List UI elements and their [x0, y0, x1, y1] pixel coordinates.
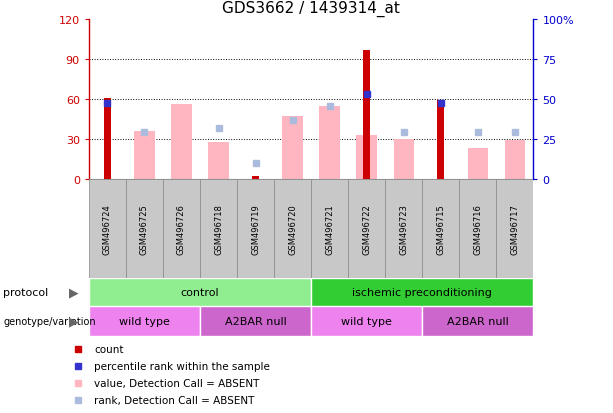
Bar: [385, 180, 422, 279]
Bar: [200, 180, 237, 279]
Text: ischemic preconditioning: ischemic preconditioning: [352, 287, 492, 298]
Text: A2BAR null: A2BAR null: [225, 316, 286, 327]
Bar: [89, 180, 126, 279]
Bar: [364, 50, 370, 180]
Bar: [126, 180, 163, 279]
Text: rank, Detection Call = ABSENT: rank, Detection Call = ABSENT: [94, 395, 255, 405]
Text: protocol: protocol: [3, 287, 48, 298]
Bar: [89, 306, 200, 337]
Bar: [422, 180, 459, 279]
Text: ▶: ▶: [69, 286, 78, 299]
Bar: [394, 140, 414, 180]
Text: GSM496719: GSM496719: [251, 204, 260, 254]
Text: ▶: ▶: [69, 315, 78, 328]
Text: GSM496717: GSM496717: [510, 204, 519, 254]
Bar: [208, 142, 229, 180]
Text: GSM496723: GSM496723: [399, 204, 408, 254]
Bar: [357, 136, 377, 180]
Bar: [283, 117, 303, 180]
Bar: [311, 279, 533, 306]
Bar: [468, 149, 488, 180]
Bar: [171, 105, 192, 180]
Bar: [311, 306, 422, 337]
Bar: [438, 101, 444, 180]
Bar: [459, 180, 497, 279]
Bar: [274, 180, 311, 279]
Text: control: control: [181, 287, 219, 298]
Bar: [504, 141, 525, 180]
Text: GSM496715: GSM496715: [436, 204, 445, 254]
Bar: [89, 279, 311, 306]
Text: GSM496716: GSM496716: [473, 204, 482, 254]
Text: A2BAR null: A2BAR null: [447, 316, 509, 327]
Text: wild type: wild type: [341, 316, 392, 327]
Text: GSM496725: GSM496725: [140, 204, 149, 254]
Text: percentile rank within the sample: percentile rank within the sample: [94, 361, 270, 371]
Text: GSM496724: GSM496724: [103, 204, 112, 254]
Text: count: count: [94, 344, 124, 354]
Text: GSM496720: GSM496720: [288, 204, 297, 254]
Text: value, Detection Call = ABSENT: value, Detection Call = ABSENT: [94, 378, 260, 388]
Bar: [422, 306, 533, 337]
Text: GSM496721: GSM496721: [325, 204, 334, 254]
Text: GSM496726: GSM496726: [177, 204, 186, 254]
Text: wild type: wild type: [119, 316, 170, 327]
Bar: [348, 180, 385, 279]
Bar: [319, 107, 340, 180]
Bar: [104, 98, 111, 180]
Bar: [311, 180, 348, 279]
Text: genotype/variation: genotype/variation: [3, 316, 96, 327]
Bar: [200, 306, 311, 337]
Bar: [134, 132, 154, 180]
Title: GDS3662 / 1439314_at: GDS3662 / 1439314_at: [222, 1, 400, 17]
Bar: [237, 180, 274, 279]
Text: GSM496722: GSM496722: [362, 204, 371, 254]
Text: GSM496718: GSM496718: [214, 204, 223, 254]
Bar: [497, 180, 533, 279]
Bar: [252, 177, 259, 180]
Bar: [163, 180, 200, 279]
